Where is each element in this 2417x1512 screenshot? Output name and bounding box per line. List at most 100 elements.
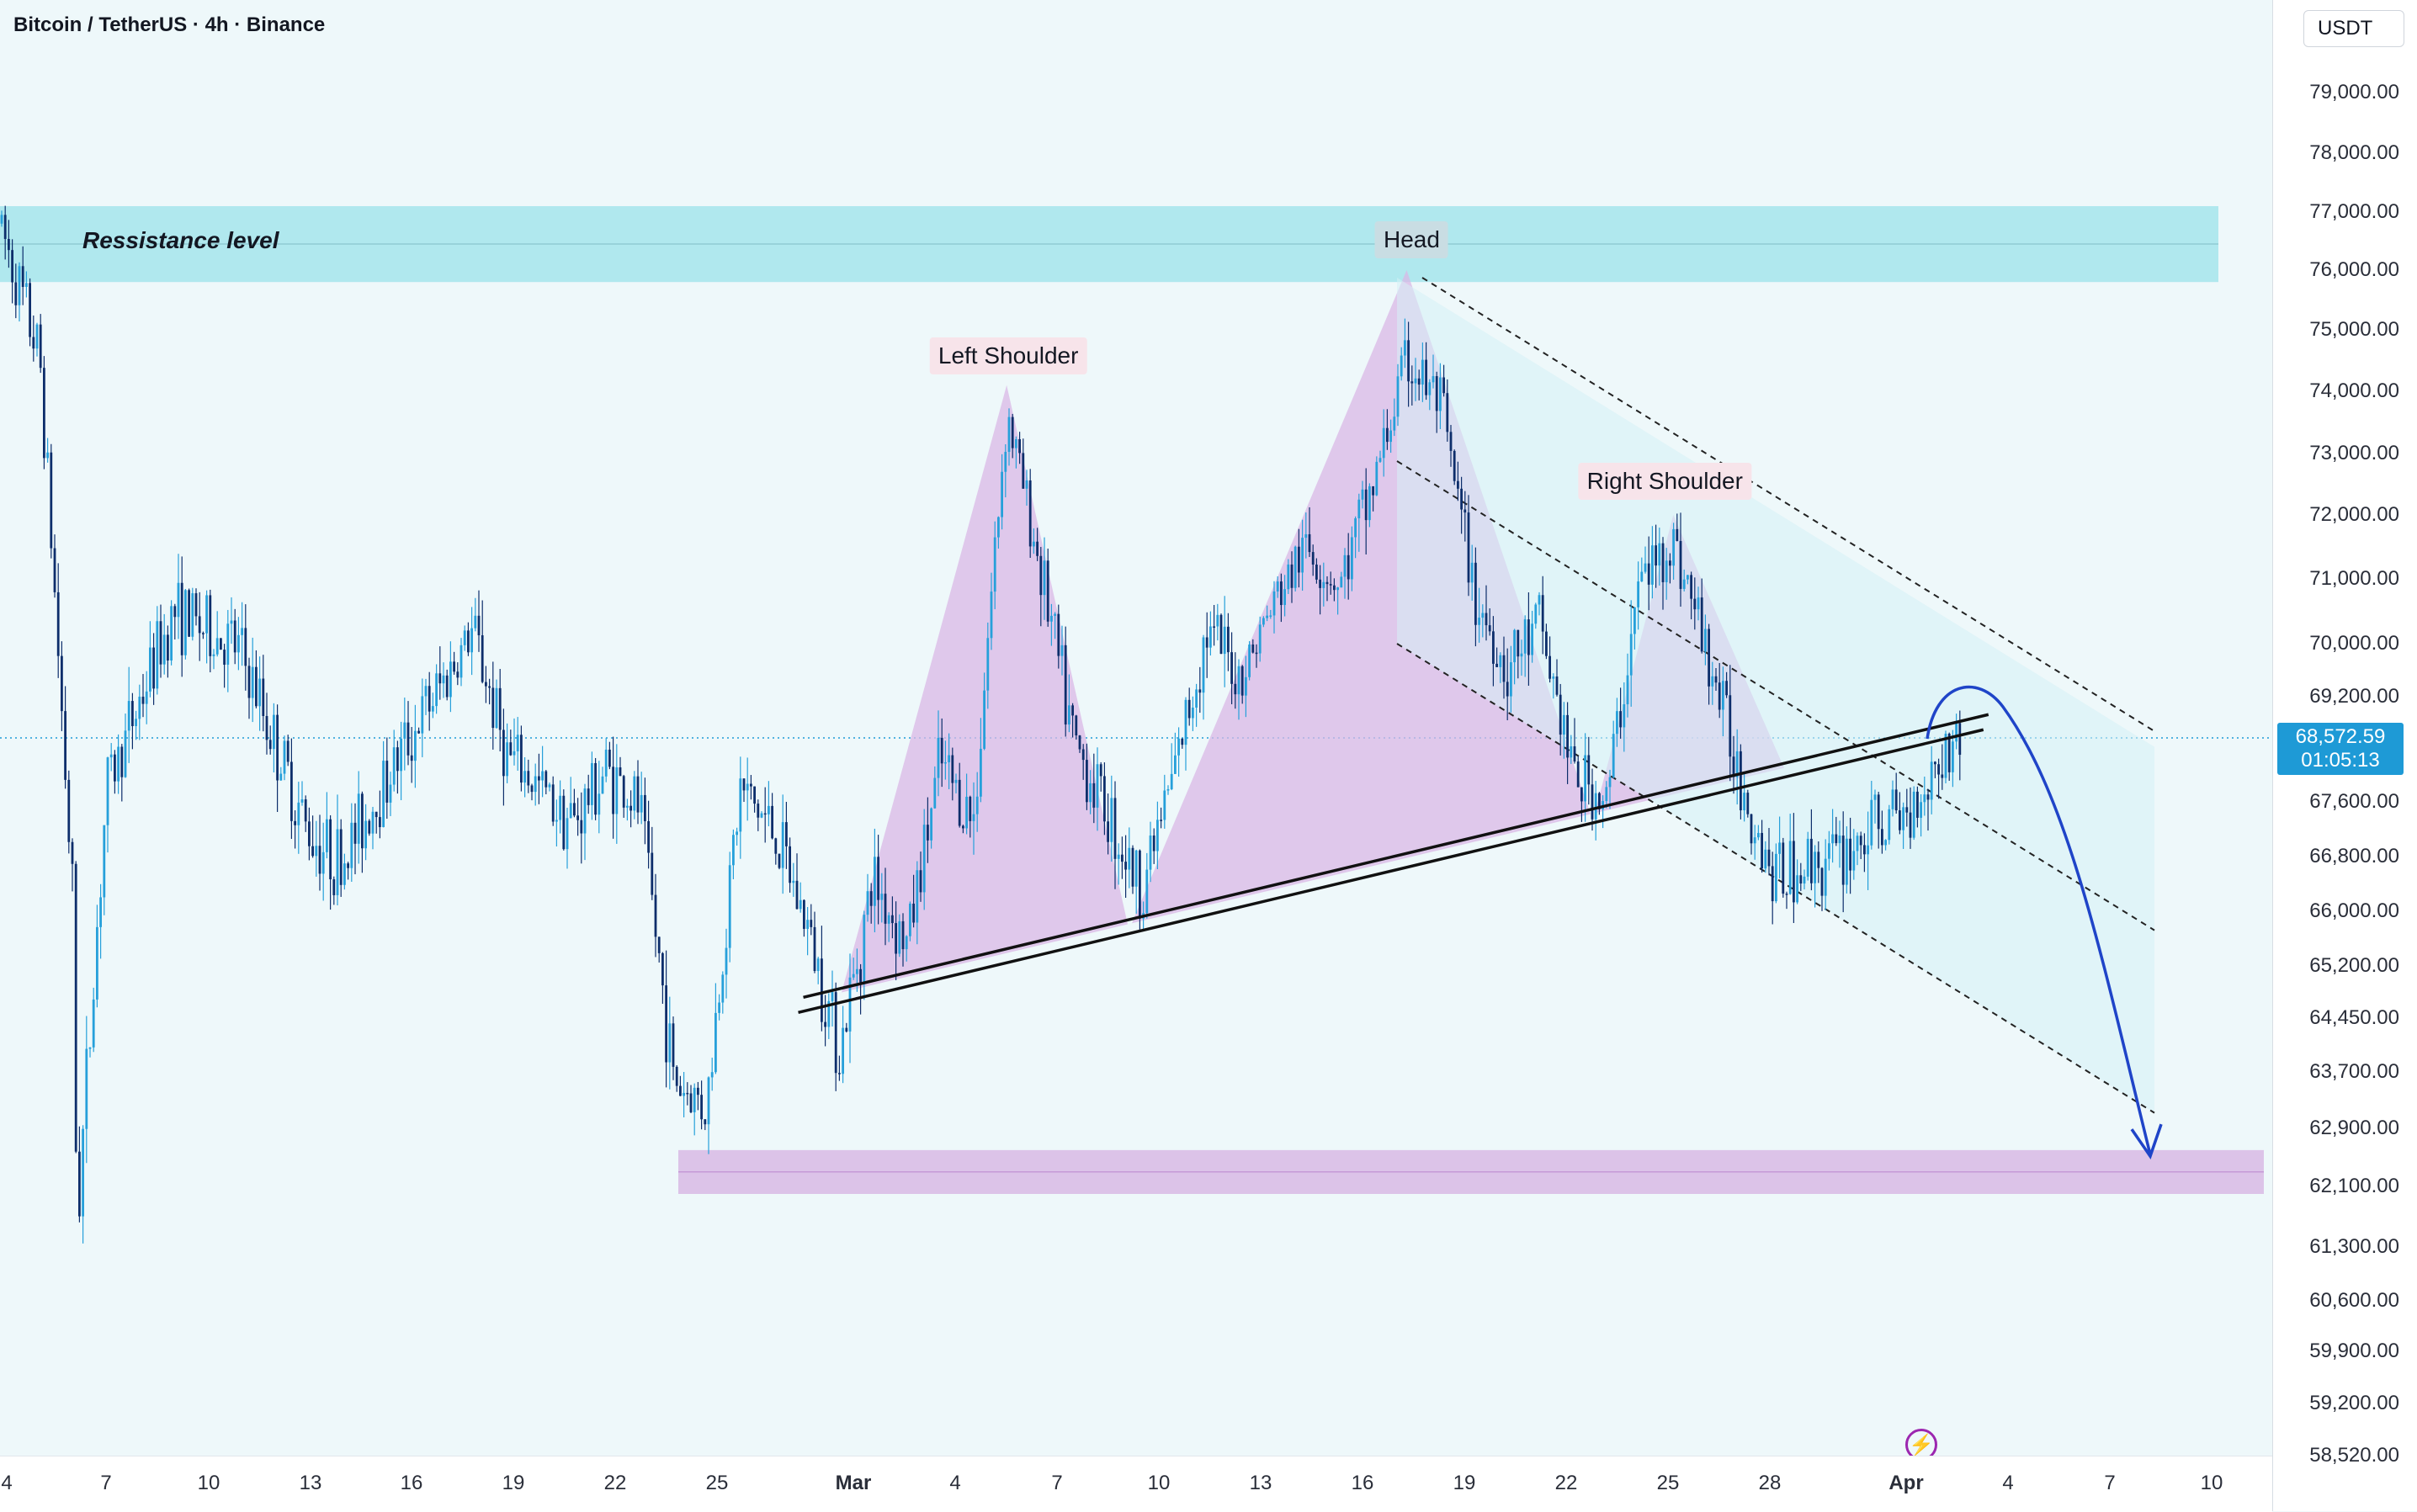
candle-body[interactable]	[940, 737, 943, 764]
candle-body[interactable]	[657, 936, 661, 953]
candle-body[interactable]	[559, 795, 561, 820]
candle-body[interactable]	[1619, 711, 1622, 728]
candle-body[interactable]	[1743, 793, 1745, 811]
candle-body[interactable]	[315, 846, 318, 857]
candle-body[interactable]	[474, 615, 477, 629]
candle-body[interactable]	[1849, 838, 1851, 871]
candle-body[interactable]	[336, 829, 339, 895]
candle-body[interactable]	[905, 936, 908, 950]
candle-body[interactable]	[1485, 613, 1488, 626]
candle-body[interactable]	[1457, 480, 1459, 489]
candle-body[interactable]	[114, 754, 116, 782]
candle-body[interactable]	[1117, 854, 1120, 859]
candle-body[interactable]	[962, 825, 964, 829]
candle-body[interactable]	[297, 802, 300, 825]
candle-body[interactable]	[1814, 851, 1816, 883]
candle-body[interactable]	[1612, 734, 1615, 777]
candle-body[interactable]	[283, 740, 286, 774]
candle-body[interactable]	[392, 747, 396, 785]
candle-body[interactable]	[1219, 614, 1223, 655]
candle-body[interactable]	[972, 814, 975, 821]
candle-body[interactable]	[385, 761, 389, 803]
candle-body[interactable]	[1534, 604, 1538, 624]
candle-body[interactable]	[1131, 847, 1134, 887]
candle-body[interactable]	[82, 1128, 84, 1217]
candle-body[interactable]	[18, 266, 21, 305]
candle-body[interactable]	[1336, 587, 1339, 591]
candle-body[interactable]	[1697, 597, 1700, 610]
candle-body[interactable]	[152, 647, 155, 689]
candle-body[interactable]	[127, 701, 130, 731]
candle-body[interactable]	[527, 771, 530, 786]
candle-body[interactable]	[74, 863, 77, 1152]
candle-body[interactable]	[1687, 575, 1689, 580]
candle-body[interactable]	[1775, 853, 1777, 902]
candle-body[interactable]	[488, 686, 491, 688]
candle-body[interactable]	[686, 1092, 689, 1095]
candle-body[interactable]	[1570, 746, 1573, 758]
candle-body[interactable]	[1227, 626, 1230, 653]
candle-body[interactable]	[1022, 453, 1025, 489]
candle-body[interactable]	[753, 786, 756, 804]
candle-body[interactable]	[247, 666, 251, 698]
candle-body[interactable]	[209, 595, 212, 656]
candle-body[interactable]	[548, 784, 551, 788]
candle-body[interactable]	[1651, 545, 1654, 585]
candle-body[interactable]	[1517, 629, 1520, 657]
candle-body[interactable]	[1753, 837, 1756, 844]
candle-body[interactable]	[368, 820, 371, 834]
candle-body[interactable]	[463, 630, 466, 645]
candle-body[interactable]	[326, 819, 328, 852]
candle-body[interactable]	[339, 829, 343, 885]
candle-body[interactable]	[1004, 452, 1007, 472]
candle-body[interactable]	[414, 730, 417, 761]
candle-body[interactable]	[64, 711, 66, 780]
candle-body[interactable]	[1234, 683, 1237, 695]
candle-body[interactable]	[799, 899, 802, 910]
candle-body[interactable]	[1467, 512, 1470, 583]
candle-body[interactable]	[1722, 681, 1724, 710]
candle-body[interactable]	[573, 803, 576, 816]
candle-body[interactable]	[1711, 676, 1714, 687]
candle-body[interactable]	[997, 517, 1000, 538]
candle-body[interactable]	[661, 952, 664, 986]
candle-body[interactable]	[1735, 751, 1739, 777]
candle-body[interactable]	[1269, 615, 1272, 617]
candle-body[interactable]	[622, 776, 625, 808]
candle-body[interactable]	[803, 899, 805, 929]
candle-body[interactable]	[1184, 699, 1187, 745]
candle-body[interactable]	[530, 785, 534, 793]
candle-body[interactable]	[1905, 807, 1909, 813]
candle-body[interactable]	[61, 655, 63, 712]
candle-body[interactable]	[1315, 565, 1318, 580]
candle-body[interactable]	[1718, 682, 1721, 710]
candle-body[interactable]	[1202, 637, 1205, 693]
candle-body[interactable]	[1729, 695, 1732, 757]
candle-body[interactable]	[647, 820, 650, 853]
candle-body[interactable]	[651, 852, 654, 895]
candle-body[interactable]	[1124, 862, 1127, 870]
candle-body[interactable]	[760, 813, 763, 818]
candle-body[interactable]	[29, 283, 31, 337]
candle-body[interactable]	[453, 661, 455, 672]
candle-body[interactable]	[1276, 581, 1279, 592]
candle-body[interactable]	[1640, 571, 1644, 582]
candle-body[interactable]	[1410, 381, 1414, 384]
candle-body[interactable]	[697, 1087, 699, 1096]
candle-body[interactable]	[343, 863, 346, 885]
candle-body[interactable]	[71, 841, 74, 864]
candle-body[interactable]	[1947, 733, 1951, 772]
candle-body[interactable]	[1343, 554, 1347, 577]
candle-body[interactable]	[170, 606, 173, 661]
candle-body[interactable]	[1852, 851, 1856, 871]
candle-body[interactable]	[21, 266, 24, 287]
candle-body[interactable]	[88, 1047, 92, 1049]
candle-body[interactable]	[1230, 652, 1233, 684]
candle-body[interactable]	[1368, 485, 1371, 521]
candle-body[interactable]	[1333, 585, 1336, 591]
candle-body[interactable]	[1873, 794, 1877, 800]
candle-body[interactable]	[198, 616, 201, 634]
candle-body[interactable]	[1478, 618, 1480, 625]
candle-body[interactable]	[1682, 579, 1686, 589]
candle-body[interactable]	[551, 784, 555, 822]
